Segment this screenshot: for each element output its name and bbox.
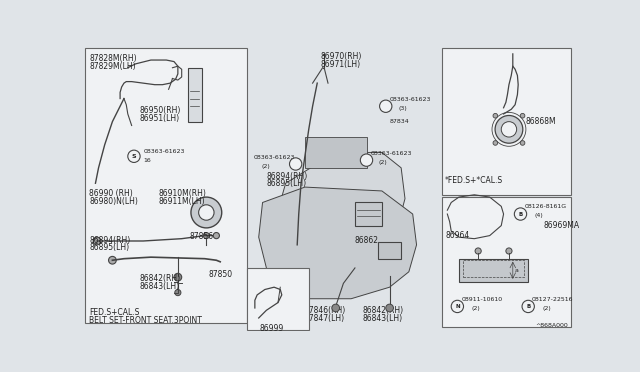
Text: 86843(LH): 86843(LH) [363, 314, 403, 323]
Text: 86999: 86999 [260, 324, 284, 333]
Text: 86862: 86862 [355, 235, 379, 245]
Text: 86895(LH): 86895(LH) [90, 243, 129, 252]
Circle shape [175, 289, 181, 296]
Text: ^868A000: ^868A000 [536, 323, 568, 328]
Circle shape [332, 304, 340, 312]
Circle shape [520, 141, 525, 145]
Polygon shape [266, 153, 405, 322]
Text: BELT SET-FRONT SEAT.3POINT: BELT SET-FRONT SEAT.3POINT [90, 316, 202, 325]
Text: 86970(RH): 86970(RH) [320, 52, 362, 61]
Text: (2): (2) [471, 306, 480, 311]
Circle shape [93, 237, 101, 245]
Text: S: S [132, 154, 136, 159]
Circle shape [204, 232, 209, 239]
Text: S: S [364, 158, 369, 163]
Circle shape [386, 304, 394, 312]
Circle shape [522, 300, 534, 312]
Text: 86842(RH): 86842(RH) [363, 307, 404, 315]
Text: 86868M: 86868M [525, 117, 556, 126]
FancyBboxPatch shape [305, 137, 367, 168]
Text: 08911-10610: 08911-10610 [461, 297, 502, 302]
Text: 08363-61623: 08363-61623 [390, 97, 431, 102]
Text: N: N [455, 304, 460, 309]
FancyBboxPatch shape [247, 268, 308, 330]
Text: 87850: 87850 [209, 270, 233, 279]
Text: 86950(RH): 86950(RH) [140, 106, 180, 115]
Circle shape [360, 154, 372, 166]
Text: (3): (3) [398, 106, 407, 111]
Circle shape [515, 208, 527, 220]
Text: 86895(LH): 86895(LH) [266, 179, 307, 188]
Text: 86969MA: 86969MA [543, 221, 580, 230]
Text: 86910M(RH): 86910M(RH) [159, 189, 207, 198]
Text: *FED.S+*CAL.S: *FED.S+*CAL.S [445, 176, 503, 185]
FancyBboxPatch shape [459, 259, 528, 282]
Circle shape [495, 115, 523, 143]
Text: 87846(RH): 87846(RH) [305, 307, 346, 315]
Circle shape [213, 232, 220, 239]
Circle shape [475, 248, 481, 254]
Text: 86964: 86964 [445, 231, 469, 240]
Circle shape [493, 113, 498, 118]
Text: 08363-61623: 08363-61623 [143, 149, 185, 154]
Text: 86911M(LH): 86911M(LH) [159, 197, 205, 206]
Text: FED.S+CAL.S: FED.S+CAL.S [90, 308, 140, 317]
Text: B: B [518, 212, 523, 217]
Text: (2): (2) [262, 164, 271, 169]
FancyBboxPatch shape [442, 197, 570, 327]
Circle shape [191, 197, 221, 228]
Text: (4): (4) [534, 213, 543, 218]
Text: 86990 (RH): 86990 (RH) [90, 189, 133, 198]
Text: S: S [293, 161, 298, 167]
Circle shape [520, 113, 525, 118]
Text: a: a [515, 268, 519, 273]
Circle shape [380, 100, 392, 112]
Text: S: S [383, 104, 388, 109]
Text: 87834: 87834 [390, 119, 410, 124]
FancyBboxPatch shape [378, 242, 401, 259]
Text: 86971(LH): 86971(LH) [320, 60, 360, 69]
Text: 87828M(RH): 87828M(RH) [90, 54, 137, 63]
Text: 08127-22516: 08127-22516 [532, 297, 573, 302]
Circle shape [506, 248, 512, 254]
Text: 86894(RH): 86894(RH) [266, 172, 308, 181]
Circle shape [128, 150, 140, 163]
Circle shape [109, 256, 116, 264]
FancyBboxPatch shape [188, 68, 202, 122]
Circle shape [174, 273, 182, 281]
Text: 86842(RH): 86842(RH) [140, 274, 180, 283]
Text: 87856: 87856 [189, 232, 214, 241]
Text: 86843(LH): 86843(LH) [140, 282, 179, 291]
Text: 16: 16 [143, 158, 151, 163]
Circle shape [451, 300, 463, 312]
Text: 87847(LH): 87847(LH) [305, 314, 345, 323]
Circle shape [198, 205, 214, 220]
Text: B: B [526, 304, 531, 309]
Text: 86980)N(LH): 86980)N(LH) [90, 197, 138, 206]
FancyBboxPatch shape [442, 48, 570, 195]
Text: 08363-61623: 08363-61623 [253, 154, 295, 160]
Text: 08363-61623: 08363-61623 [371, 151, 412, 156]
Polygon shape [259, 187, 417, 299]
Circle shape [493, 141, 498, 145]
Text: 86894(RH): 86894(RH) [90, 235, 131, 245]
Text: 86951(LH): 86951(LH) [140, 114, 179, 123]
FancyBboxPatch shape [355, 202, 382, 225]
Circle shape [289, 158, 302, 170]
Text: 08126-8161G: 08126-8161G [524, 204, 566, 209]
FancyBboxPatch shape [86, 48, 247, 323]
Circle shape [501, 122, 516, 137]
Text: (2): (2) [542, 306, 551, 311]
Text: (2): (2) [379, 160, 388, 165]
Text: 87829M(LH): 87829M(LH) [90, 62, 136, 71]
